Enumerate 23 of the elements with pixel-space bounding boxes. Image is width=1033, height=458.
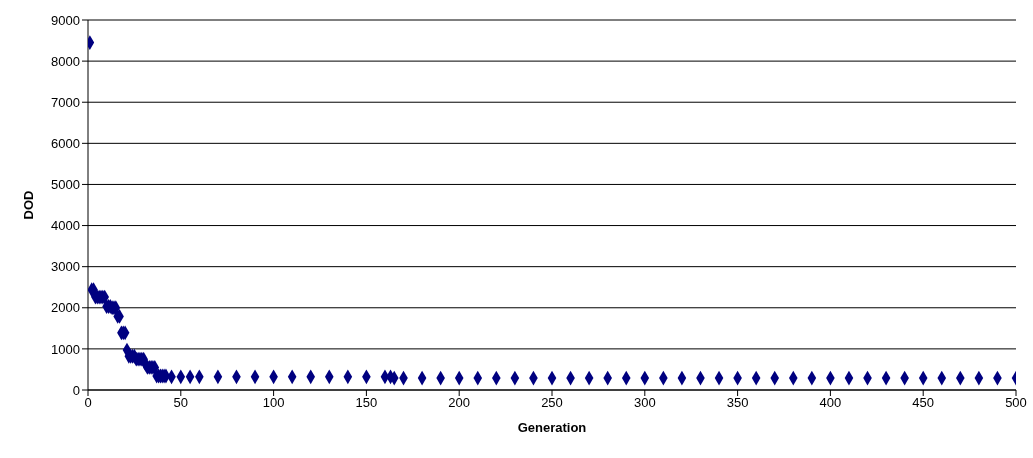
- x-axis-title: Generation: [517, 420, 587, 435]
- y-tick-label: 6000: [51, 135, 80, 151]
- y-tick-label: 0: [72, 382, 80, 398]
- x-tick-label: 250: [541, 395, 563, 411]
- x-tick-label: 500: [1005, 395, 1027, 411]
- y-tick-label: 8000: [51, 53, 80, 69]
- x-tick-label: 100: [262, 395, 285, 411]
- y-tick-label: 4000: [51, 218, 80, 234]
- y-tick-label: 1000: [51, 341, 80, 357]
- y-tick-label: 9000: [51, 12, 80, 28]
- y-tick-label: 5000: [51, 177, 80, 193]
- x-tick-label: 150: [355, 395, 378, 411]
- x-tick-label: 200: [448, 395, 471, 411]
- y-tick-label: 7000: [51, 94, 80, 110]
- y-tick-label: 2000: [51, 300, 80, 316]
- x-tick-label: 450: [912, 395, 935, 411]
- x-tick-label: 50: [173, 395, 189, 411]
- x-tick-label: 400: [819, 395, 842, 411]
- y-tick-label: 3000: [51, 259, 80, 275]
- x-tick-label: 350: [726, 395, 749, 411]
- x-tick-label: 0: [84, 395, 92, 411]
- x-tick-label: 300: [633, 395, 656, 411]
- y-axis-title: DOD: [20, 190, 36, 220]
